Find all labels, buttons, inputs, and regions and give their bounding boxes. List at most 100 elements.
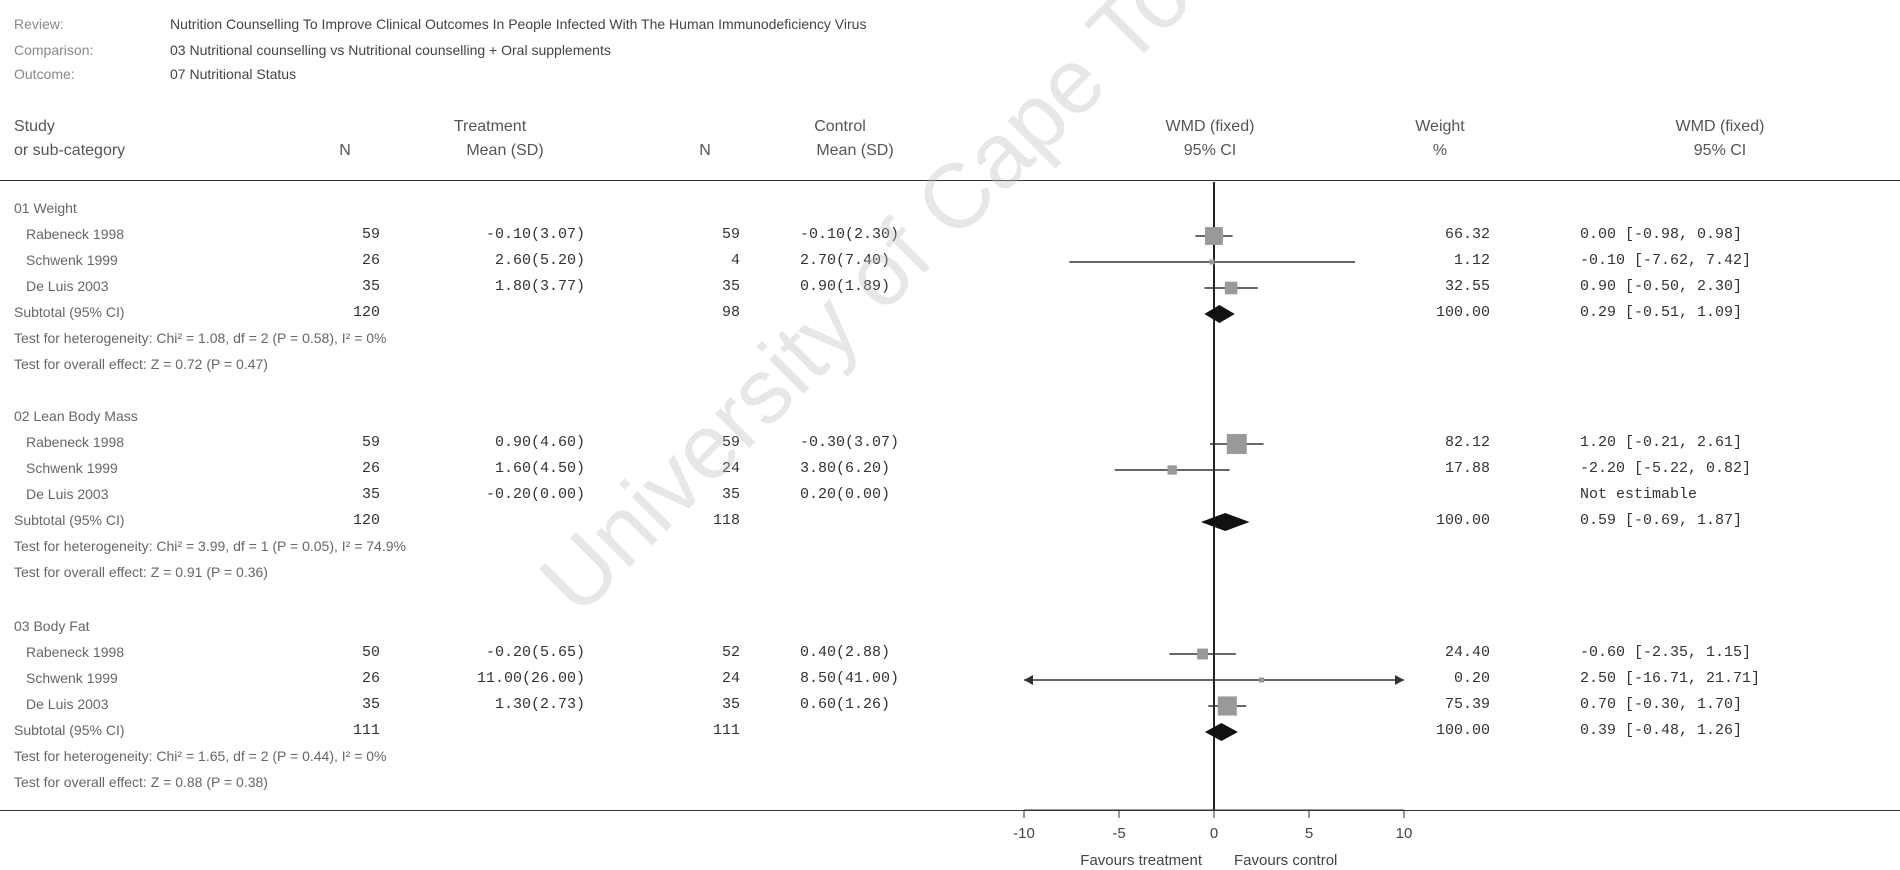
study-weight: 0.20	[1453, 670, 1490, 687]
subtotal-label: Subtotal (95% CI)	[14, 722, 125, 738]
subtotal-diamond	[1204, 305, 1235, 323]
study-name: Rabeneck 1998	[26, 644, 125, 660]
col-weight-pct-header: %	[1432, 142, 1448, 159]
treatment-mean-sd: -0.10(3.07)	[485, 226, 585, 243]
control-n: 59	[721, 226, 740, 243]
treatment-mean-sd: 1.80(3.77)	[494, 278, 585, 295]
control-mean-sd: 0.90(1.89)	[800, 278, 891, 295]
study-weight: 66.32	[1444, 226, 1490, 243]
subtotal-treatment-n: 120	[352, 304, 380, 321]
comparison-label: Comparison:	[14, 42, 94, 58]
subtotal-wmd-ci: 0.39 [-0.48, 1.26]	[1580, 722, 1743, 739]
col-control-n-header: N	[699, 142, 711, 159]
treatment-mean-sd: 1.60(4.50)	[494, 460, 585, 477]
treatment-n: 50	[361, 644, 380, 661]
control-n: 24	[721, 670, 740, 687]
study-point	[1209, 259, 1215, 265]
control-n: 52	[721, 644, 740, 661]
control-n: 35	[721, 278, 740, 295]
control-n: 4	[730, 252, 740, 269]
outcome-label: Outcome:	[14, 66, 75, 82]
favours-control-label: Favours control	[1234, 852, 1337, 869]
treatment-n: 59	[361, 434, 380, 451]
heterogeneity-test: Test for heterogeneity: Chi² = 1.08, df …	[14, 330, 387, 346]
control-mean-sd: 0.20(0.00)	[800, 486, 891, 503]
control-n: 24	[721, 460, 740, 477]
study-weight: 17.88	[1444, 460, 1490, 477]
favours-treatment-label: Favours treatment	[1080, 852, 1203, 869]
study-weight: 82.12	[1444, 434, 1490, 451]
control-mean-sd: 0.60(1.26)	[800, 696, 891, 713]
treatment-n: 35	[361, 696, 380, 713]
col-wmd-ci-header: 95% CI	[1183, 142, 1237, 159]
control-mean-sd: 2.70(7.40)	[800, 252, 891, 269]
overall-effect-test: Test for overall effect: Z = 0.72 (P = 0…	[14, 356, 268, 372]
x-tick-label: -10	[1013, 825, 1035, 842]
col-wmd-ci-right-header: WMD (fixed)	[1675, 118, 1765, 135]
heterogeneity-test: Test for heterogeneity: Chi² = 3.99, df …	[14, 538, 406, 554]
study-name: Rabeneck 1998	[26, 434, 125, 450]
treatment-mean-sd: -0.20(0.00)	[485, 486, 585, 503]
treatment-mean-sd: 11.00(26.00)	[476, 670, 585, 687]
control-mean-sd: -0.10(2.30)	[800, 226, 900, 243]
study-name: Schwenk 1999	[26, 460, 118, 476]
study-point	[1217, 696, 1237, 716]
study-point	[1226, 434, 1247, 454]
outcome-value: 07 Nutritional Status	[170, 66, 297, 82]
study-weight: 32.55	[1444, 278, 1490, 295]
review-title: Nutrition Counselling To Improve Clinica…	[170, 16, 867, 32]
study-point	[1197, 648, 1209, 660]
subtotal-label: Subtotal (95% CI)	[14, 512, 125, 528]
heterogeneity-test: Test for heterogeneity: Chi² = 1.65, df …	[14, 748, 387, 764]
col-weight-header: Weight	[1415, 118, 1465, 135]
study-point	[1167, 465, 1177, 475]
ci-arrow-left	[1024, 675, 1033, 685]
treatment-n: 26	[361, 252, 380, 269]
study-name: De Luis 2003	[26, 486, 109, 502]
study-name: Schwenk 1999	[26, 252, 118, 268]
subtotal-control-n: 111	[712, 722, 740, 739]
ci-arrow-right	[1395, 675, 1404, 685]
overall-effect-test: Test for overall effect: Z = 0.88 (P = 0…	[14, 774, 268, 790]
study-wmd-ci: -0.60 [-2.35, 1.15]	[1580, 644, 1752, 661]
col-control-msd-header: Mean (SD)	[816, 142, 894, 159]
study-weight: 24.40	[1444, 644, 1490, 661]
subtotal-weight: 100.00	[1435, 304, 1490, 321]
col-treatment-header: Treatment	[453, 118, 527, 135]
footer-rule	[0, 810, 1900, 811]
study-point	[1259, 677, 1264, 683]
treatment-n: 26	[361, 460, 380, 477]
header-rule	[0, 180, 1900, 181]
study-point	[1205, 227, 1223, 245]
subtotal-diamond	[1200, 513, 1250, 531]
treatment-mean-sd: 2.60(5.20)	[494, 252, 585, 269]
group-title: 01 Weight	[14, 200, 77, 216]
study-weight: 75.39	[1444, 696, 1490, 713]
col-control-header: Control	[814, 118, 866, 135]
control-n: 59	[721, 434, 740, 451]
treatment-n: 26	[361, 670, 380, 687]
study-wmd-ci: 0.00 [-0.98, 0.98]	[1580, 226, 1743, 243]
study-wmd-ci: 1.20 [-0.21, 2.61]	[1580, 434, 1743, 451]
treatment-n: 35	[361, 486, 380, 503]
col-study-subheader: or sub-category	[14, 142, 126, 159]
x-tick-label: 5	[1305, 825, 1313, 842]
study-wmd-ci: 0.90 [-0.50, 2.30]	[1580, 278, 1743, 295]
study-name: De Luis 2003	[26, 278, 109, 294]
x-tick-label: -5	[1112, 825, 1125, 842]
subtotal-control-n: 98	[721, 304, 740, 321]
subtotal-label: Subtotal (95% CI)	[14, 304, 125, 320]
study-point	[1224, 281, 1238, 295]
study-name: De Luis 2003	[26, 696, 109, 712]
control-n: 35	[721, 486, 740, 503]
overall-effect-test: Test for overall effect: Z = 0.91 (P = 0…	[14, 564, 268, 580]
subtotal-control-n: 118	[712, 512, 740, 529]
treatment-mean-sd: 0.90(4.60)	[494, 434, 585, 451]
col-study-header: Study	[14, 118, 55, 135]
control-n: 35	[721, 696, 740, 713]
treatment-n: 35	[361, 278, 380, 295]
control-mean-sd: 8.50(41.00)	[800, 670, 900, 687]
subtotal-wmd-ci: 0.29 [-0.51, 1.09]	[1580, 304, 1743, 321]
study-wmd-ci: 2.50 [-16.71, 21.71]	[1580, 670, 1761, 687]
